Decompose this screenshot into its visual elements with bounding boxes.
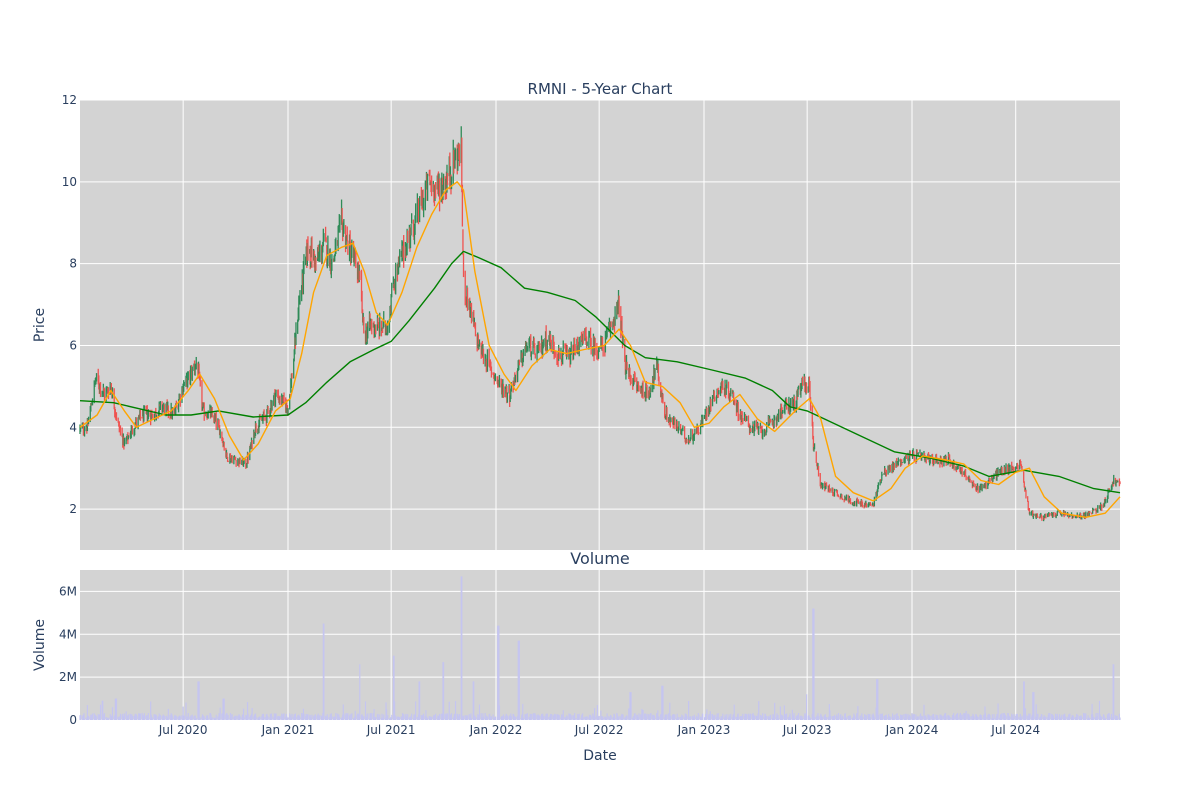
moving-average-short-line (79, 181, 1121, 518)
price-y-tick-label: 6 (69, 338, 77, 352)
x-tick-label: Jul 2022 (574, 723, 624, 737)
x-tick-label: Jan 2022 (469, 723, 523, 737)
x-tick-label: Jan 2021 (261, 723, 315, 737)
x-tick-label: Jul 2020 (158, 723, 208, 737)
moving-average-long-line (79, 250, 1121, 494)
price-y-axis-label: Price (32, 308, 48, 342)
volume-y-tick-label: 0 (69, 713, 77, 727)
volume-bars (79, 576, 1121, 720)
x-tick-label: Jul 2021 (366, 723, 416, 737)
x-tick-label: Jul 2024 (990, 723, 1040, 737)
volume-y-tick-label: 6M (59, 584, 77, 598)
price-y-tick-label: 2 (69, 502, 77, 516)
price-y-tick-label: 8 (69, 257, 77, 271)
x-tick-label: Jan 2023 (677, 723, 731, 737)
price-grid (80, 99, 1120, 550)
volume-y-axis-label: Volume (32, 619, 48, 671)
price-y-tick-label: 10 (62, 175, 77, 189)
price-y-tick-label: 12 (62, 93, 77, 107)
price-moving-averages (79, 181, 1121, 518)
x-tick-label: Jul 2023 (782, 723, 832, 737)
price-y-ticks: 2 4 6 8 10 12 (62, 93, 77, 516)
price-chart-title: RMNI - 5-Year Chart (528, 80, 673, 98)
price-plot-area (80, 100, 1120, 550)
price-y-tick-label: 4 (69, 420, 77, 434)
volume-chart-title: Volume (570, 549, 630, 568)
volume-y-ticks: 0 2M 4M 6M (59, 584, 77, 727)
x-tick-label: Jan 2024 (885, 723, 939, 737)
volume-y-tick-label: 4M (59, 627, 77, 641)
volume-plot-area (80, 570, 1120, 720)
volume-y-tick-label: 2M (59, 670, 77, 684)
x-axis-label: Date (583, 748, 616, 764)
x-axis-ticks: Jul 2020 Jan 2021 Jul 2021 Jan 2022 Jul 2022… (158, 723, 1040, 737)
